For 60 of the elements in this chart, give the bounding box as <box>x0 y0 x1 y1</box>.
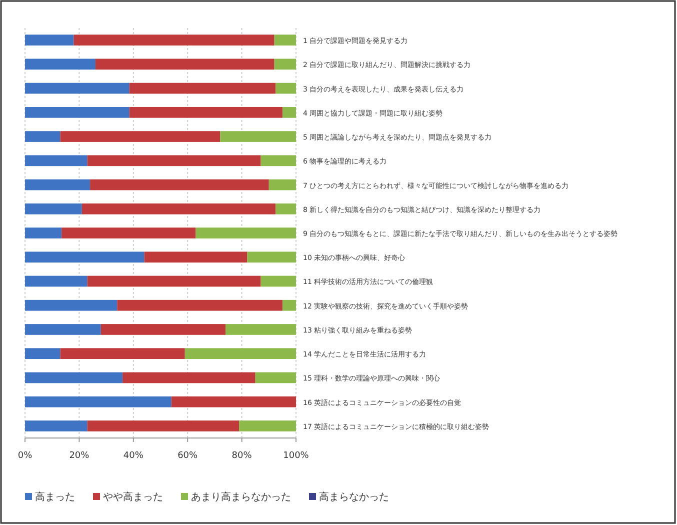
x-tick-label: 40% <box>123 451 144 461</box>
bar <box>268 179 296 190</box>
bar <box>184 348 296 360</box>
bar <box>60 131 220 142</box>
bar <box>25 348 60 360</box>
bar <box>25 34 74 46</box>
bar <box>25 252 144 263</box>
bar <box>25 300 118 311</box>
bar <box>87 420 240 432</box>
bar <box>274 34 296 46</box>
bar <box>25 372 123 384</box>
bar <box>196 228 296 238</box>
bar <box>25 82 130 94</box>
x-tick-label: 60% <box>178 451 198 461</box>
bar <box>274 58 296 70</box>
bar <box>87 276 261 287</box>
bar <box>25 420 88 432</box>
bar <box>25 131 60 142</box>
bar <box>282 300 296 311</box>
bar <box>255 372 296 384</box>
bar <box>60 348 185 360</box>
bar <box>25 396 172 408</box>
bar <box>25 228 62 238</box>
bar <box>276 203 296 214</box>
bar <box>247 252 296 263</box>
legend-label: 高まらなかった <box>319 491 389 503</box>
bar <box>25 324 101 335</box>
bar <box>276 82 296 94</box>
bar <box>62 228 196 238</box>
bar <box>129 82 276 94</box>
x-tick-label: 80% <box>232 451 252 461</box>
bar <box>122 372 256 384</box>
bar <box>144 252 248 263</box>
bar <box>25 203 82 214</box>
bar <box>100 324 226 335</box>
bar <box>95 58 274 70</box>
bar <box>25 155 88 166</box>
bar <box>82 203 276 214</box>
bar <box>220 131 296 142</box>
bar <box>25 58 96 70</box>
bar <box>226 324 296 335</box>
bar <box>25 179 90 190</box>
bar <box>25 106 130 118</box>
bar <box>282 106 296 118</box>
bar <box>239 420 296 432</box>
legend-label: あまり高まらなかった <box>191 491 291 503</box>
x-tick-label: 0% <box>18 451 33 461</box>
bar <box>260 155 296 166</box>
bar <box>171 396 296 408</box>
bar <box>117 300 282 311</box>
bar <box>129 106 282 118</box>
bar <box>87 155 261 166</box>
bar <box>25 276 88 287</box>
x-tick-label: 100% <box>283 451 310 461</box>
x-tick-label: 20% <box>69 451 90 461</box>
legend-label: 高まった <box>35 491 75 503</box>
bar <box>74 34 274 46</box>
legend-label: やや高まった <box>103 491 163 503</box>
bar <box>90 179 269 190</box>
bar <box>260 276 296 287</box>
